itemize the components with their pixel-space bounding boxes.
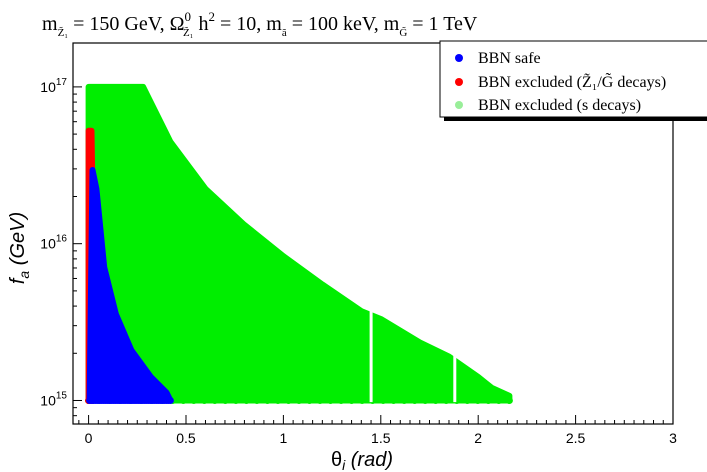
series-point — [200, 397, 208, 404]
series-point — [274, 397, 282, 404]
series-point — [221, 397, 229, 404]
x-tick-label: 1.5 — [371, 430, 391, 446]
series-point — [327, 397, 334, 404]
plot-frame — [72, 42, 674, 425]
y-tick-label: 1017 — [40, 77, 67, 95]
series-point — [379, 397, 387, 404]
series-point — [484, 397, 492, 404]
series-point — [263, 397, 271, 404]
series-point — [242, 397, 250, 404]
series-points-bbn-safe — [86, 397, 174, 404]
legend-label-bbn-excluded-neutralino: BBN excluded (Z̃₁/G̃ decays) — [478, 73, 666, 91]
series-point — [442, 397, 450, 404]
x-tick-label: 3 — [669, 430, 677, 446]
x-tick-label: 2.5 — [566, 430, 586, 446]
axes: 0 0.5 1 1.5 2 2.5 3 1015 1016 1017 — [40, 42, 677, 446]
series-point — [232, 397, 240, 404]
legend-marker-bbn-safe — [455, 54, 463, 62]
series-point — [400, 397, 408, 404]
y-tick-label: 1015 — [40, 390, 67, 408]
series-point — [253, 397, 261, 404]
series-point — [358, 397, 366, 404]
series-gap — [369, 298, 373, 403]
series-region-bbn-excluded-s-decays — [85, 83, 513, 404]
series-point — [316, 397, 324, 404]
series-point — [211, 397, 219, 404]
series-point — [421, 397, 429, 404]
x-tick-label: 0.5 — [176, 430, 196, 446]
series-point — [411, 397, 419, 404]
series-point — [495, 397, 503, 404]
series-gap — [453, 298, 457, 403]
legend: BBN safe BBN excluded (Z̃₁/G̃ decays) BB… — [439, 40, 707, 121]
x-tick-label: 0 — [85, 430, 93, 446]
chart-title: mZ̃₁ = 150 GeV, Ω0 Z̃₁ h2 = 10, mã = 100 … — [42, 9, 478, 39]
legend-label-bbn-excluded-s: BBN excluded (s decays) — [478, 97, 641, 114]
series-point — [474, 397, 482, 404]
legend-label-bbn-safe: BBN safe — [478, 50, 541, 67]
y-axis-label: fa (GeV) — [7, 212, 32, 284]
y-tick-label: 1016 — [40, 234, 67, 252]
legend-marker-bbn-excluded-s — [455, 101, 463, 109]
series-region-bbn-safe — [86, 167, 174, 404]
series-point — [348, 397, 356, 404]
series-layer — [85, 83, 513, 404]
series-point — [285, 397, 292, 404]
legend-marker-bbn-excluded-neutralino — [455, 78, 463, 86]
series-point — [179, 397, 187, 404]
series-point — [432, 397, 440, 404]
series-point — [295, 397, 303, 404]
legend-box — [439, 40, 707, 118]
x-tick-label: 1 — [279, 430, 287, 446]
x-axis-label: θi (rad) — [331, 449, 393, 472]
series-point — [190, 397, 198, 404]
series-point — [505, 397, 513, 404]
series-point — [463, 397, 471, 404]
x-tick-label: 2 — [474, 430, 482, 446]
series-point — [166, 397, 174, 404]
series-point — [306, 397, 313, 404]
series-point — [390, 397, 398, 404]
series-point — [337, 397, 345, 404]
